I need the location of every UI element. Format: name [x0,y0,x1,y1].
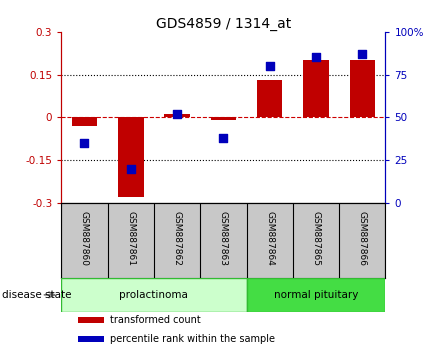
Title: GDS4859 / 1314_at: GDS4859 / 1314_at [156,17,291,31]
Bar [78,317,104,323]
Text: normal pituitary: normal pituitary [274,290,358,300]
Text: GSM887866: GSM887866 [358,211,367,266]
Point [312,55,319,60]
Bar [164,114,190,117]
Bar [303,60,328,117]
Text: GSM887865: GSM887865 [311,211,321,266]
Point [266,63,273,69]
Bar [72,117,97,126]
Bar [78,336,104,342]
Text: GSM887864: GSM887864 [265,211,274,266]
Text: disease state: disease state [2,290,72,300]
Bar [211,117,236,120]
Text: GSM887863: GSM887863 [219,211,228,266]
Point [173,111,180,117]
Bar [350,60,375,117]
Bar [118,117,144,197]
Point [359,51,366,57]
Text: prolactinoma: prolactinoma [120,290,188,300]
Bar [61,278,247,312]
Text: GSM887860: GSM887860 [80,211,89,266]
Point [220,135,227,141]
Bar [247,278,385,312]
Point [127,166,134,171]
Point [81,140,88,146]
Text: GSM887862: GSM887862 [173,211,182,266]
Bar [257,80,283,117]
Text: transformed count: transformed count [110,315,200,325]
Text: GSM887861: GSM887861 [126,211,135,266]
Text: percentile rank within the sample: percentile rank within the sample [110,334,275,344]
